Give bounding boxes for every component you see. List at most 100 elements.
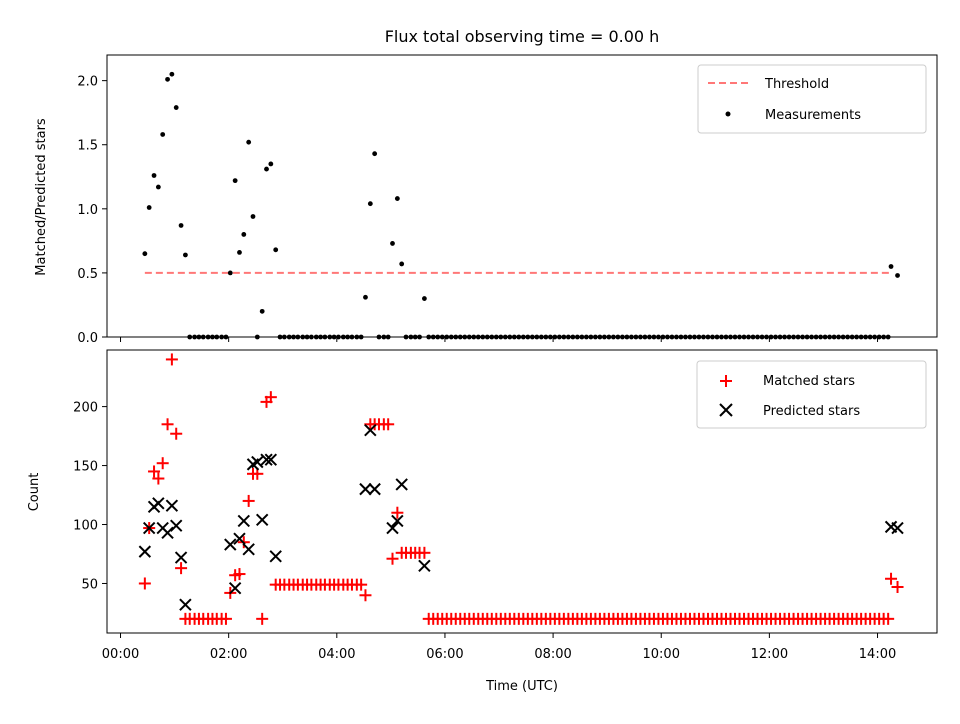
bottom-x-ticks: 00:00 02:00 04:00 06:00 08:00 10:00 12:00 14:00 (102, 633, 896, 662)
matched-legend-marker (720, 375, 732, 387)
predicted-star-point (165, 499, 179, 512)
y-tick-label: 150 (73, 460, 98, 475)
bottom-y-axis-label: Count (27, 473, 42, 512)
predicted-star-point (138, 545, 152, 558)
predicted-star-point (228, 581, 242, 595)
x-tick-label: 12:00 (751, 647, 788, 662)
predicted-star-point (251, 455, 264, 469)
bottom-legend-frame (696, 360, 927, 429)
measurement-point (888, 264, 894, 269)
measurement-point (363, 294, 368, 300)
measurement-point (237, 250, 242, 255)
measurement-point (232, 178, 238, 184)
matched-star-point (148, 465, 161, 478)
measurement-point (165, 76, 170, 82)
predicted-legend-label: Predicted stars (763, 404, 860, 419)
top-legend: Threshold Measurements (697, 64, 927, 134)
y-tick-label: 200 (73, 401, 98, 416)
measurement-point (155, 184, 161, 190)
predicted-star-point (170, 519, 183, 532)
y-tick-label: 100 (73, 519, 98, 534)
matched-star-point (382, 418, 395, 431)
matched-star-point (161, 418, 174, 431)
matched-star-point (359, 589, 372, 602)
measurement-point (259, 308, 265, 314)
matched-star-point (170, 427, 183, 440)
measurement-point (146, 205, 152, 210)
measurement-point (250, 214, 256, 219)
measurement-point (372, 151, 378, 157)
threshold-legend-label: Threshold (764, 77, 829, 92)
predicted-star-point (891, 521, 904, 535)
y-tick-label: 2.0 (77, 75, 98, 90)
predicted-star-point (237, 514, 251, 528)
matched-star-point (256, 612, 269, 625)
matched-star-point (175, 562, 188, 575)
bottom-plot-marks (138, 353, 904, 625)
top-panel: 0.00.51.01.52.0 Matched/Predicted stars … (34, 54, 938, 346)
matched-star-point (156, 457, 169, 470)
predicted-star-point (260, 453, 273, 466)
matched-star-point (882, 612, 895, 625)
top-y-axis-label: Matched/Predicted stars (34, 118, 49, 276)
predicted-star-point (359, 482, 372, 496)
measurement-point (268, 161, 274, 167)
measurement-point (169, 71, 175, 77)
matched-star-point (233, 568, 246, 581)
x-tick-label: 00:00 (102, 647, 139, 662)
matched-star-point (355, 578, 368, 591)
predicted-star-point (368, 482, 381, 496)
measurement-point (241, 232, 247, 237)
top-legend-frame (697, 64, 927, 134)
predicted-star-point (418, 559, 431, 572)
predicted-star-point (395, 478, 408, 491)
measurement-point (173, 105, 179, 110)
predicted-star-point (179, 598, 192, 611)
measurement-point (422, 296, 427, 301)
matched-legend-label: Matched stars (763, 374, 855, 389)
x-tick-label: 02:00 (210, 647, 247, 662)
x-tick-label: 14:00 (859, 647, 896, 662)
measurement-point (264, 166, 269, 172)
matched-star-point (219, 612, 232, 625)
measurement-point (151, 173, 157, 178)
top-y-ticks: 0.0 0.5 1.0 1.5 2.0 (77, 75, 107, 346)
matched-star-point (242, 494, 255, 507)
top-plot-title: Flux total observing time = 0.00 h (385, 27, 660, 46)
y-tick-label: 0.5 (77, 267, 98, 282)
measurement-point (160, 132, 166, 137)
y-tick-label: 0.0 (77, 331, 98, 346)
measurement-point (246, 139, 252, 145)
matched-star-point (891, 581, 904, 594)
predicted-star-point (152, 497, 165, 510)
top-axes-frame (106, 54, 938, 338)
bottom-y-ticks: 50 100 150 200 (73, 401, 107, 592)
measurement-point (895, 273, 900, 278)
x-tick-label: 08:00 (534, 647, 571, 662)
predicted-legend-marker (719, 403, 733, 417)
bottom-legend: Matched stars Predicted stars (696, 360, 927, 429)
y-tick-label: 1.5 (77, 139, 98, 154)
measurement-point (394, 196, 400, 201)
measurements-legend-label: Measurements (765, 108, 861, 123)
predicted-star-point (364, 423, 377, 437)
measurement-point (273, 247, 279, 253)
bottom-axes-frame (106, 349, 938, 634)
x-tick-label: 04:00 (318, 647, 355, 662)
y-tick-label: 50 (81, 577, 98, 592)
matched-star-point (165, 353, 178, 366)
measurement-point (390, 241, 395, 246)
predicted-star-point (142, 521, 156, 535)
measurement-point (142, 251, 148, 257)
y-tick-label: 1.0 (77, 203, 98, 218)
predicted-star-point (255, 513, 269, 527)
bottom-x-axis-label: Time (UTC) (485, 679, 558, 694)
predicted-star-point (224, 538, 237, 551)
matched-star-point (152, 472, 165, 485)
matched-star-point (885, 572, 898, 585)
predicted-star-point (391, 514, 404, 528)
predicted-star-point (386, 521, 399, 535)
matched-star-point (386, 552, 399, 565)
measurement-point (178, 223, 184, 228)
